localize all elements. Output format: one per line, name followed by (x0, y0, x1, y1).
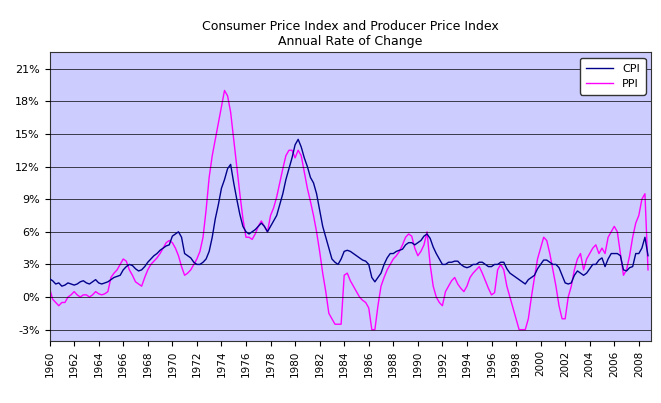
CPI (73, 282, 81, 287)
PPI (368, 327, 375, 332)
PPI (451, 275, 459, 280)
CPI (564, 282, 572, 287)
PPI (564, 295, 572, 299)
Title: Consumer Price Index and Producer Price Index
Annual Rate of Change: Consumer Price Index and Producer Price … (202, 21, 498, 48)
CPI (644, 253, 652, 258)
Line: PPI: PPI (50, 90, 648, 330)
CPI (294, 137, 302, 142)
PPI (386, 262, 394, 267)
CPI (46, 276, 54, 281)
PPI (644, 268, 652, 272)
CPI (58, 284, 66, 289)
PPI (221, 88, 229, 93)
Line: CPI: CPI (50, 139, 648, 286)
PPI (613, 229, 621, 234)
CPI (451, 259, 459, 264)
CPI (214, 202, 222, 207)
PPI (46, 286, 54, 291)
CPI (613, 251, 621, 256)
Legend: CPI, PPI: CPI, PPI (580, 58, 646, 95)
PPI (212, 137, 219, 142)
CPI (386, 251, 394, 256)
PPI (70, 289, 78, 294)
